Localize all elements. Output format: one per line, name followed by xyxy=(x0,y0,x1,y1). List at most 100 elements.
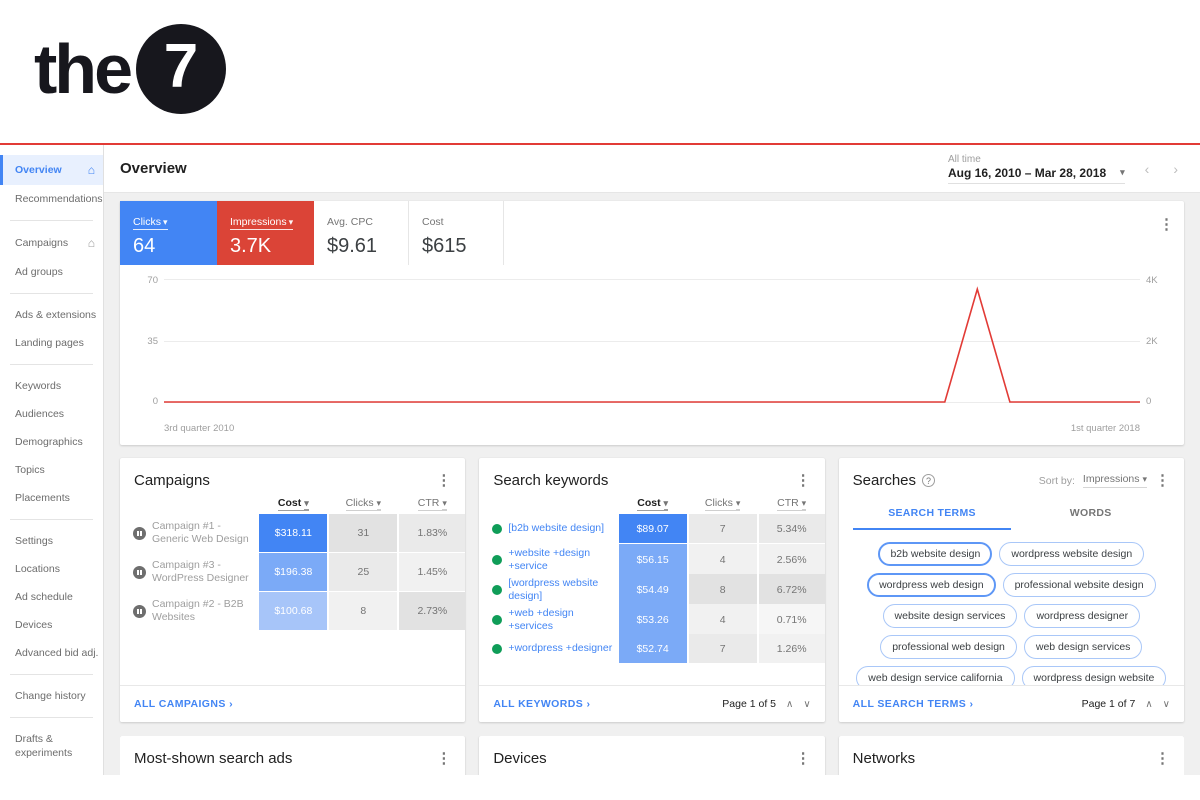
more-menu-icon[interactable]: ⋮ xyxy=(795,750,811,767)
page-up-button[interactable]: ∧ xyxy=(786,698,794,710)
sidebar-item-placements[interactable]: Placements xyxy=(15,492,70,504)
tab-words[interactable]: WORDS xyxy=(1069,507,1112,519)
search-term-pill[interactable]: website design services xyxy=(882,604,1018,628)
caret-down-icon: ▾ xyxy=(1120,167,1125,177)
all-keywords-link[interactable]: ALL KEYWORDS › xyxy=(493,698,591,710)
date-preset-label: All time xyxy=(948,153,981,165)
more-menu-icon[interactable]: ⋮ xyxy=(436,472,452,489)
tab-search-terms[interactable]: SEARCH TERMS xyxy=(852,499,1012,530)
keyword-link[interactable]: +website +design +service xyxy=(479,544,616,576)
more-menu-icon[interactable]: ⋮ xyxy=(1154,750,1170,767)
help-icon[interactable]: ? xyxy=(922,474,936,487)
campaign-name-link[interactable]: Campaign #2 - B2B Websites xyxy=(120,592,257,630)
date-prev-button[interactable]: ‹ xyxy=(1144,160,1150,177)
sidebar-item-locations[interactable]: Locations xyxy=(15,563,60,575)
metric-cost[interactable]: Cost $615 xyxy=(409,201,504,265)
sidebar-divider xyxy=(10,293,93,294)
sort-clicks-header[interactable]: Clicks ▾ xyxy=(345,497,382,511)
caret-down-icon: ▾ xyxy=(442,498,447,510)
search-term-pill[interactable]: b2b website design xyxy=(878,542,993,566)
sidebar-item-ads-extensions[interactable]: Ads & extensions xyxy=(15,309,97,321)
campaign-name-link[interactable]: Campaign #3 - WordPress Designer xyxy=(120,553,257,591)
chevron-right-icon: › xyxy=(229,698,233,710)
keyword-link[interactable]: [b2b website design] xyxy=(479,514,616,543)
cost-cell: $53.26 xyxy=(618,604,687,637)
sidebar-item-keywords[interactable]: Keywords xyxy=(15,380,62,392)
metric-avg-cpc[interactable]: Avg. CPC $9.61 xyxy=(314,201,409,265)
search-term-pill[interactable]: web design service california xyxy=(856,666,1015,685)
chart-plot-area xyxy=(164,279,1140,403)
more-menu-icon[interactable]: ⋮ xyxy=(795,472,811,489)
search-term-pill[interactable]: wordpress design website xyxy=(1021,666,1167,685)
sidebar-item-campaigns[interactable]: Campaigns ⌂ xyxy=(15,236,95,250)
search-term-pill[interactable]: web design services xyxy=(1023,635,1143,659)
searches-tabs: SEARCH TERMS WORDS xyxy=(839,497,1184,530)
sidebar-item-devices[interactable]: Devices xyxy=(15,619,53,631)
campaign-name-link[interactable]: Campaign #1 - Generic Web Design xyxy=(120,514,257,552)
sidebar-item-drafts-experiments[interactable]: Drafts & experiments xyxy=(15,733,73,759)
sidebar-item-topics[interactable]: Topics xyxy=(15,464,45,476)
enabled-status-icon xyxy=(492,615,503,626)
sidebar-item-ad-schedule[interactable]: Ad schedule xyxy=(15,591,73,603)
sidebar-item-ad-groups[interactable]: Ad groups xyxy=(15,266,63,278)
ctr-cell: 1.26% xyxy=(758,634,825,663)
search-term-pill[interactable]: wordpress website design xyxy=(999,542,1145,566)
sidebar-item-advanced-bid-adj[interactable]: Advanced bid adj. xyxy=(15,647,99,659)
search-keywords-card: Search keywords ⋮ Cost ▾ Clicks ▾ CTR ▾ … xyxy=(479,458,825,722)
ctr-cell: 6.72% xyxy=(758,574,825,607)
search-term-pill[interactable]: wordpress designer xyxy=(1024,604,1141,628)
sidebar-item-overview[interactable]: Overview ⌂ xyxy=(0,155,103,185)
ctr-cell: 1.83% xyxy=(399,514,466,552)
search-term-pill[interactable]: professional web design xyxy=(880,635,1017,659)
logo-circle: 7 xyxy=(136,24,226,114)
clicks-cell: 7 xyxy=(688,514,757,543)
metric-clicks[interactable]: Clicks ▾ 64 xyxy=(120,201,217,265)
sort-by-dropdown[interactable]: Impressions ▾ xyxy=(1082,473,1147,488)
sidebar-item-change-history[interactable]: Change history xyxy=(15,690,86,702)
clicks-cell: 4 xyxy=(688,544,757,577)
page-down-button[interactable]: ∨ xyxy=(803,698,811,710)
date-range-value: Aug 16, 2010 – Mar 28, 2018 xyxy=(948,165,1107,180)
more-menu-icon[interactable]: ⋮ xyxy=(1154,472,1170,489)
the7-logo: the 7 xyxy=(34,24,226,114)
bottom-whitespace xyxy=(0,775,1200,800)
sort-cost-header[interactable]: Cost ▾ xyxy=(637,497,669,511)
sidebar-item-demographics[interactable]: Demographics xyxy=(15,436,83,448)
ctr-cell: 0.71% xyxy=(758,604,825,637)
sort-cost-header[interactable]: Cost ▾ xyxy=(277,497,309,511)
right-axis-ticks: 4K 2K 0 xyxy=(1146,275,1158,407)
all-search-terms-link[interactable]: ALL SEARCH TERMS › xyxy=(852,698,974,710)
more-menu-icon[interactable]: ⋮ xyxy=(1159,216,1174,233)
keyword-link[interactable]: [wordpress website design] xyxy=(479,574,616,606)
keyword-row: +wordpress +designer $52.74 7 1.26% xyxy=(479,634,825,663)
sidebar-item-audiences[interactable]: Audiences xyxy=(15,408,65,420)
search-term-pill[interactable]: professional website design xyxy=(1002,573,1156,597)
sidebar-divider xyxy=(10,364,93,365)
sort-ctr-header[interactable]: CTR ▾ xyxy=(777,497,807,511)
all-campaigns-link[interactable]: ALL CAMPAIGNS › xyxy=(134,698,233,710)
keywords-page-indicator: Page 1 of 5 xyxy=(722,698,776,710)
page-down-button[interactable]: ∨ xyxy=(1162,698,1170,710)
sort-ctr-header[interactable]: CTR ▾ xyxy=(417,497,447,511)
sort-clicks-header[interactable]: Clicks ▾ xyxy=(704,497,741,511)
keyword-link[interactable]: +wordpress +designer xyxy=(479,634,616,663)
page-header: Overview All time Aug 16, 2010 – Mar 28,… xyxy=(104,145,1200,193)
search-term-pill[interactable]: wordpress web design xyxy=(867,573,996,597)
metric-cost-value: $615 xyxy=(422,235,467,257)
keyword-link[interactable]: +web +design +services xyxy=(479,604,616,636)
overview-content: ⋮ Clicks ▾ 64 Impressions ▾ 3.7K Avg. CPC … xyxy=(104,193,1200,775)
page-up-button[interactable]: ∧ xyxy=(1145,698,1153,710)
caret-down-icon: ▾ xyxy=(376,498,382,510)
cost-cell: $56.15 xyxy=(618,544,687,577)
sidebar-item-recommendations[interactable]: Recommendations xyxy=(15,193,103,205)
searches-title: Searches xyxy=(852,472,917,489)
date-next-button[interactable]: › xyxy=(1173,160,1178,177)
date-range-picker[interactable]: All time Aug 16, 2010 – Mar 28, 2018 ▾ xyxy=(948,154,1125,184)
clicks-cell: 8 xyxy=(329,592,398,630)
metric-impressions[interactable]: Impressions ▾ 3.7K xyxy=(217,201,314,265)
clicks-cell: 8 xyxy=(688,574,757,607)
more-menu-icon[interactable]: ⋮ xyxy=(436,750,452,767)
sidebar-item-settings[interactable]: Settings xyxy=(15,535,53,547)
sidebar-item-landing-pages[interactable]: Landing pages xyxy=(15,337,84,349)
chevron-right-icon: › xyxy=(969,698,974,710)
